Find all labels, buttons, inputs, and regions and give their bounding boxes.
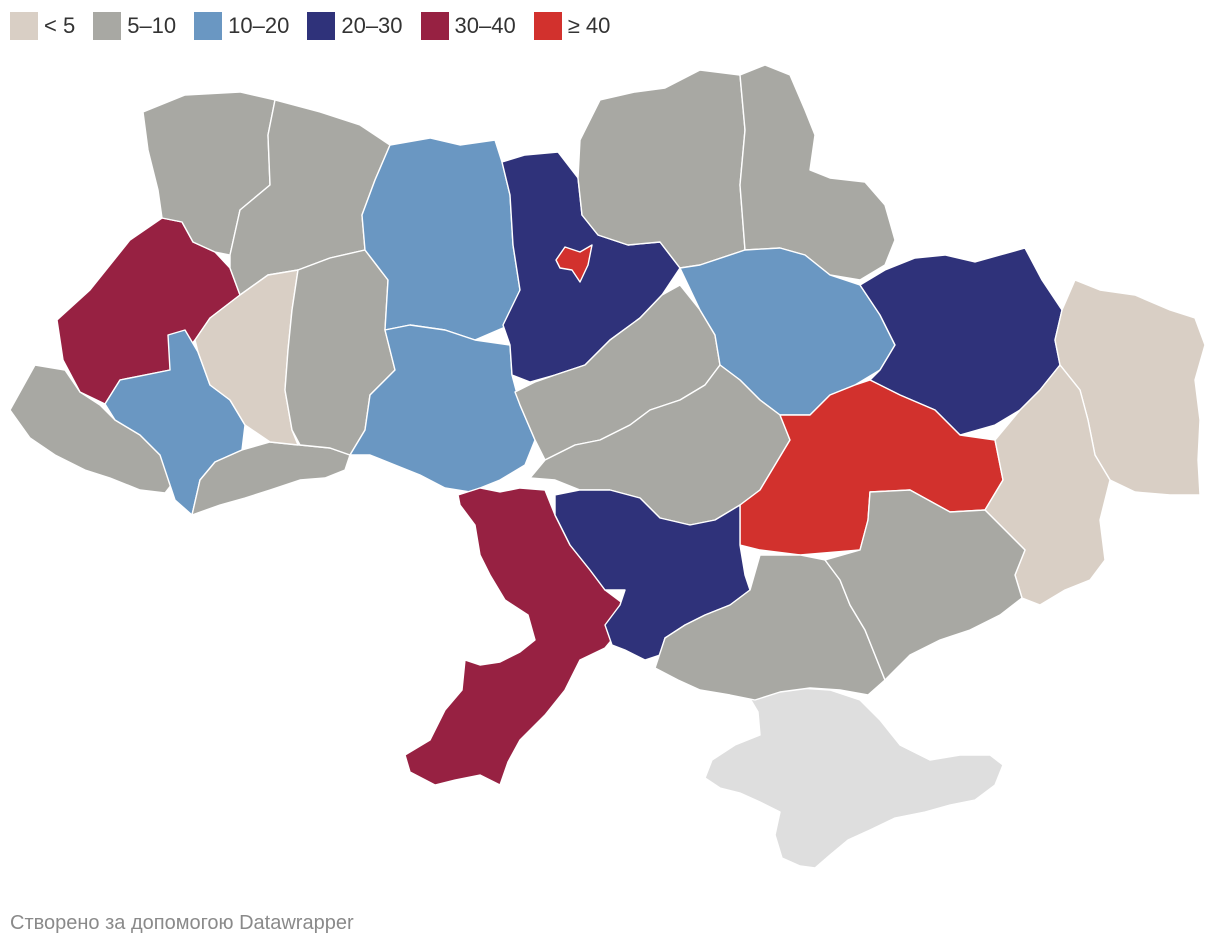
map-legend: < 5 5–10 10–20 20–30 30–40 ≥ 40 xyxy=(10,12,628,40)
legend-swatch-20-30 xyxy=(307,12,336,40)
legend-label-lt5: < 5 xyxy=(44,13,76,38)
legend-swatch-30-40 xyxy=(420,12,449,40)
region-zaporizhzhia[interactable] xyxy=(824,489,1026,681)
legend-label-gte40: ≥ 40 xyxy=(567,13,611,38)
region-ivano-frankivsk[interactable] xyxy=(104,329,246,516)
region-vinnytsia[interactable] xyxy=(349,324,536,493)
legend-item-gte40: ≥ 40 xyxy=(533,12,611,40)
legend-item-20-30: 20–30 xyxy=(307,12,403,40)
region-sumy[interactable] xyxy=(739,64,896,281)
legend-label-20-30: 20–30 xyxy=(341,13,403,38)
legend-item-5-10: 5–10 xyxy=(93,12,176,40)
legend-item-30-40: 30–40 xyxy=(420,12,516,40)
legend-swatch-5-10 xyxy=(93,12,122,40)
legend-label-10-20: 10–20 xyxy=(228,13,290,38)
region-zhytomyr[interactable] xyxy=(361,137,521,341)
legend-label-30-40: 30–40 xyxy=(454,13,516,38)
legend-label-5-10: 5–10 xyxy=(127,13,177,38)
legend-swatch-lt5 xyxy=(10,12,38,40)
region-kyiv-city[interactable] xyxy=(555,244,593,283)
credit-text: Створено за допомогою Datawrapper xyxy=(10,912,354,934)
legend-swatch-gte40 xyxy=(533,12,562,40)
legend-item-lt5: < 5 xyxy=(10,12,75,40)
region-crimea[interactable] xyxy=(704,684,1004,869)
legend-swatch-10-20 xyxy=(194,12,223,40)
legend-item-10-20: 10–20 xyxy=(194,12,289,40)
